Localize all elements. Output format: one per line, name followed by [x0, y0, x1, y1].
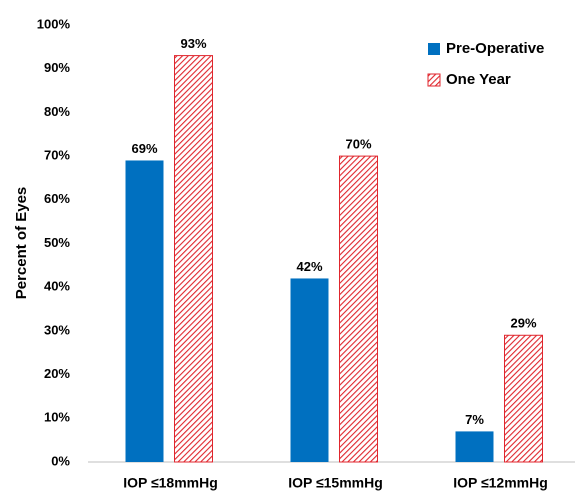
legend-swatch	[427, 73, 441, 87]
data-label: 7%	[465, 412, 484, 427]
y-tick-label: 0%	[51, 453, 70, 468]
data-label: 42%	[296, 259, 322, 274]
legend-label: Pre-Operative	[446, 40, 544, 57]
y-tick-label: 30%	[44, 322, 70, 337]
y-tick-label: 80%	[44, 104, 70, 119]
y-tick-label: 20%	[44, 366, 70, 381]
y-tick-label: 10%	[44, 410, 70, 425]
y-axis-label: Percent of Eyes	[13, 187, 30, 300]
y-tick-label: 50%	[44, 235, 70, 250]
bar	[339, 155, 378, 463]
legend-label: One Year	[446, 71, 511, 88]
data-label: 70%	[345, 137, 371, 152]
data-label: 93%	[180, 36, 206, 51]
bar	[125, 160, 164, 462]
bar	[290, 278, 329, 462]
bar	[174, 55, 213, 463]
y-tick-label: 40%	[44, 279, 70, 294]
data-label: 69%	[131, 141, 157, 156]
bar	[455, 431, 494, 462]
y-tick-label: 60%	[44, 191, 70, 206]
y-tick-label: 90%	[44, 60, 70, 75]
x-tick-label: IOP ≤18mmHg	[123, 475, 218, 491]
x-tick-label: IOP ≤15mmHg	[288, 475, 383, 491]
bar	[504, 334, 543, 463]
legend-swatch	[428, 43, 440, 55]
x-tick-label: IOP ≤12mmHg	[453, 475, 548, 491]
y-tick-label: 70%	[44, 148, 70, 163]
y-tick-label: 100%	[37, 16, 71, 31]
data-label: 29%	[510, 316, 536, 331]
